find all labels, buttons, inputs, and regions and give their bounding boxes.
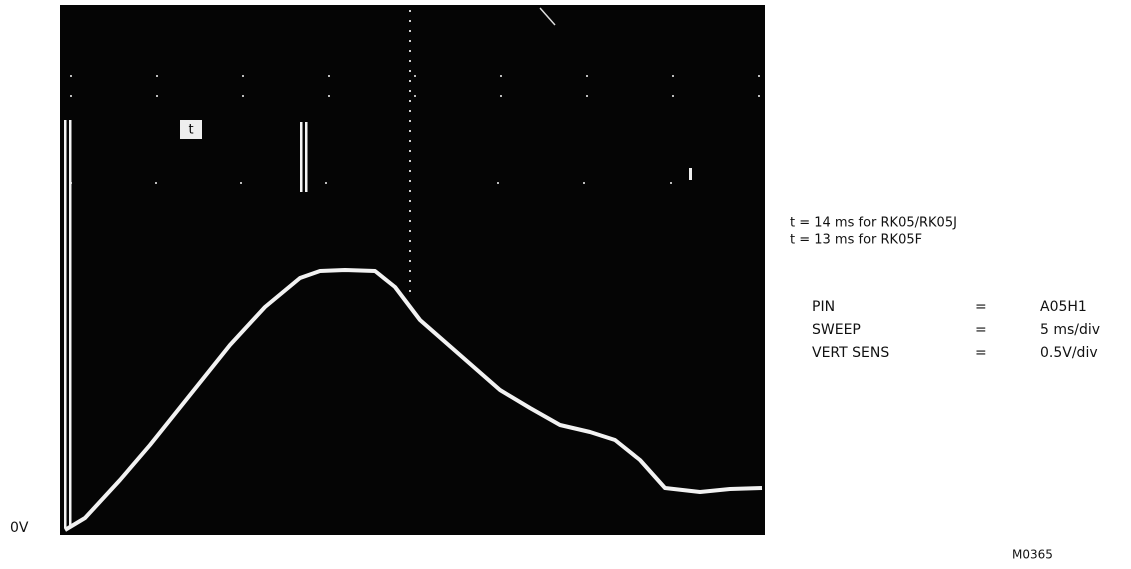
grid-dot	[242, 95, 244, 97]
marker-box	[180, 120, 202, 139]
grid-dot	[583, 182, 585, 184]
waveform	[63, 268, 763, 532]
grid-dot	[414, 95, 416, 97]
setting-eq: =	[975, 322, 987, 338]
baseline-label: 0V	[10, 520, 29, 536]
grid-dot	[670, 182, 672, 184]
grid-dot	[500, 75, 502, 77]
grid-dot	[672, 95, 674, 97]
setting-eq: =	[975, 299, 987, 315]
setting-eq: =	[975, 345, 987, 361]
grid-dot	[497, 182, 499, 184]
setting-name: VERT SENS	[812, 345, 889, 361]
grid-dot	[70, 95, 72, 97]
setting-value: 0.5V/div	[1040, 345, 1098, 361]
grid-dot	[500, 95, 502, 97]
grid-dot	[156, 75, 158, 77]
note: t = 14 ms for RK05/RK05J	[790, 216, 957, 231]
grid-dot	[70, 75, 72, 77]
marker-label: t	[188, 123, 193, 138]
setting-name: PIN	[812, 299, 835, 315]
figure-id: M0365	[1012, 548, 1053, 562]
grid-dot	[328, 95, 330, 97]
grid-dot	[325, 182, 327, 184]
grid-dot	[240, 182, 242, 184]
grid-dot	[758, 95, 760, 97]
grid-dot	[156, 95, 158, 97]
setting-value: 5 ms/div	[1040, 322, 1100, 338]
scope-screen: t	[60, 5, 765, 535]
grid-dot	[414, 75, 416, 77]
grid-dot	[242, 75, 244, 77]
grid-dot	[586, 95, 588, 97]
note: t = 13 ms for RK05F	[790, 233, 922, 248]
grid-dot	[586, 75, 588, 77]
setting-value: A05H1	[1040, 299, 1087, 315]
grid-dot	[758, 75, 760, 77]
grid-dot	[155, 182, 157, 184]
grid-dot	[672, 75, 674, 77]
grid-dot	[328, 75, 330, 77]
setting-name: SWEEP	[812, 322, 861, 338]
